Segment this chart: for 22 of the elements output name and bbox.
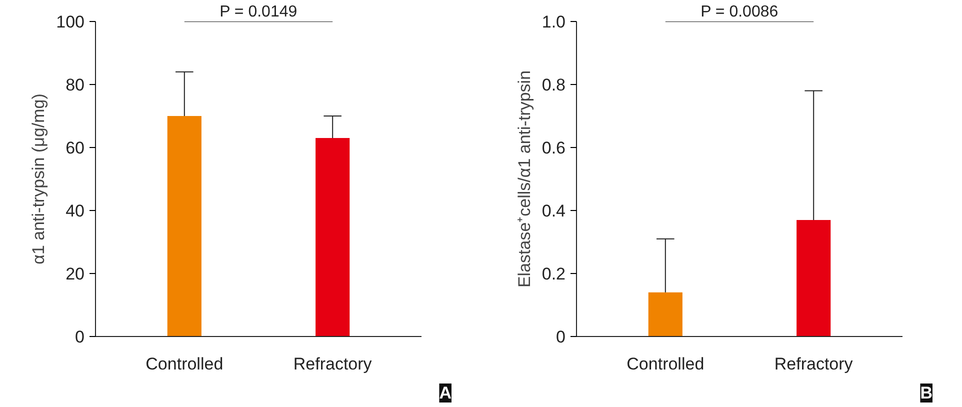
y-tick-label: 0 [556,328,566,346]
x-tick-label: Controlled [146,354,224,374]
y-axis-title: α1 anti-trypsin (μg/mg) [29,94,48,264]
y-tick-label: 20 [66,264,85,284]
text: P = 0.0149 [220,4,298,20]
y-tick-label: 0.4 [542,202,566,220]
y-tick-label: 40 [66,202,85,220]
y-tick-label: 80 [66,76,85,94]
y-axis-title: Elastase⁺cells/α1 anti-trypsin [514,70,534,288]
y-tick-label: 1.0 [542,12,566,32]
text: P = 0.0086 [700,4,778,20]
y-tick-label: 0 [75,328,85,346]
y-tick-label: 0.2 [542,264,566,284]
text: B [920,384,933,402]
x-tick-label: Refractory [774,354,854,374]
y-tick-label: 0.6 [542,138,566,158]
y-tick-label: 0.8 [542,76,566,94]
x-tick-label: Refractory [293,354,372,374]
y-tick-label: 60 [66,138,85,158]
y-tick-label: 100 [56,12,85,32]
x-tick-label: Controlled [626,354,704,374]
text: A [439,384,452,402]
